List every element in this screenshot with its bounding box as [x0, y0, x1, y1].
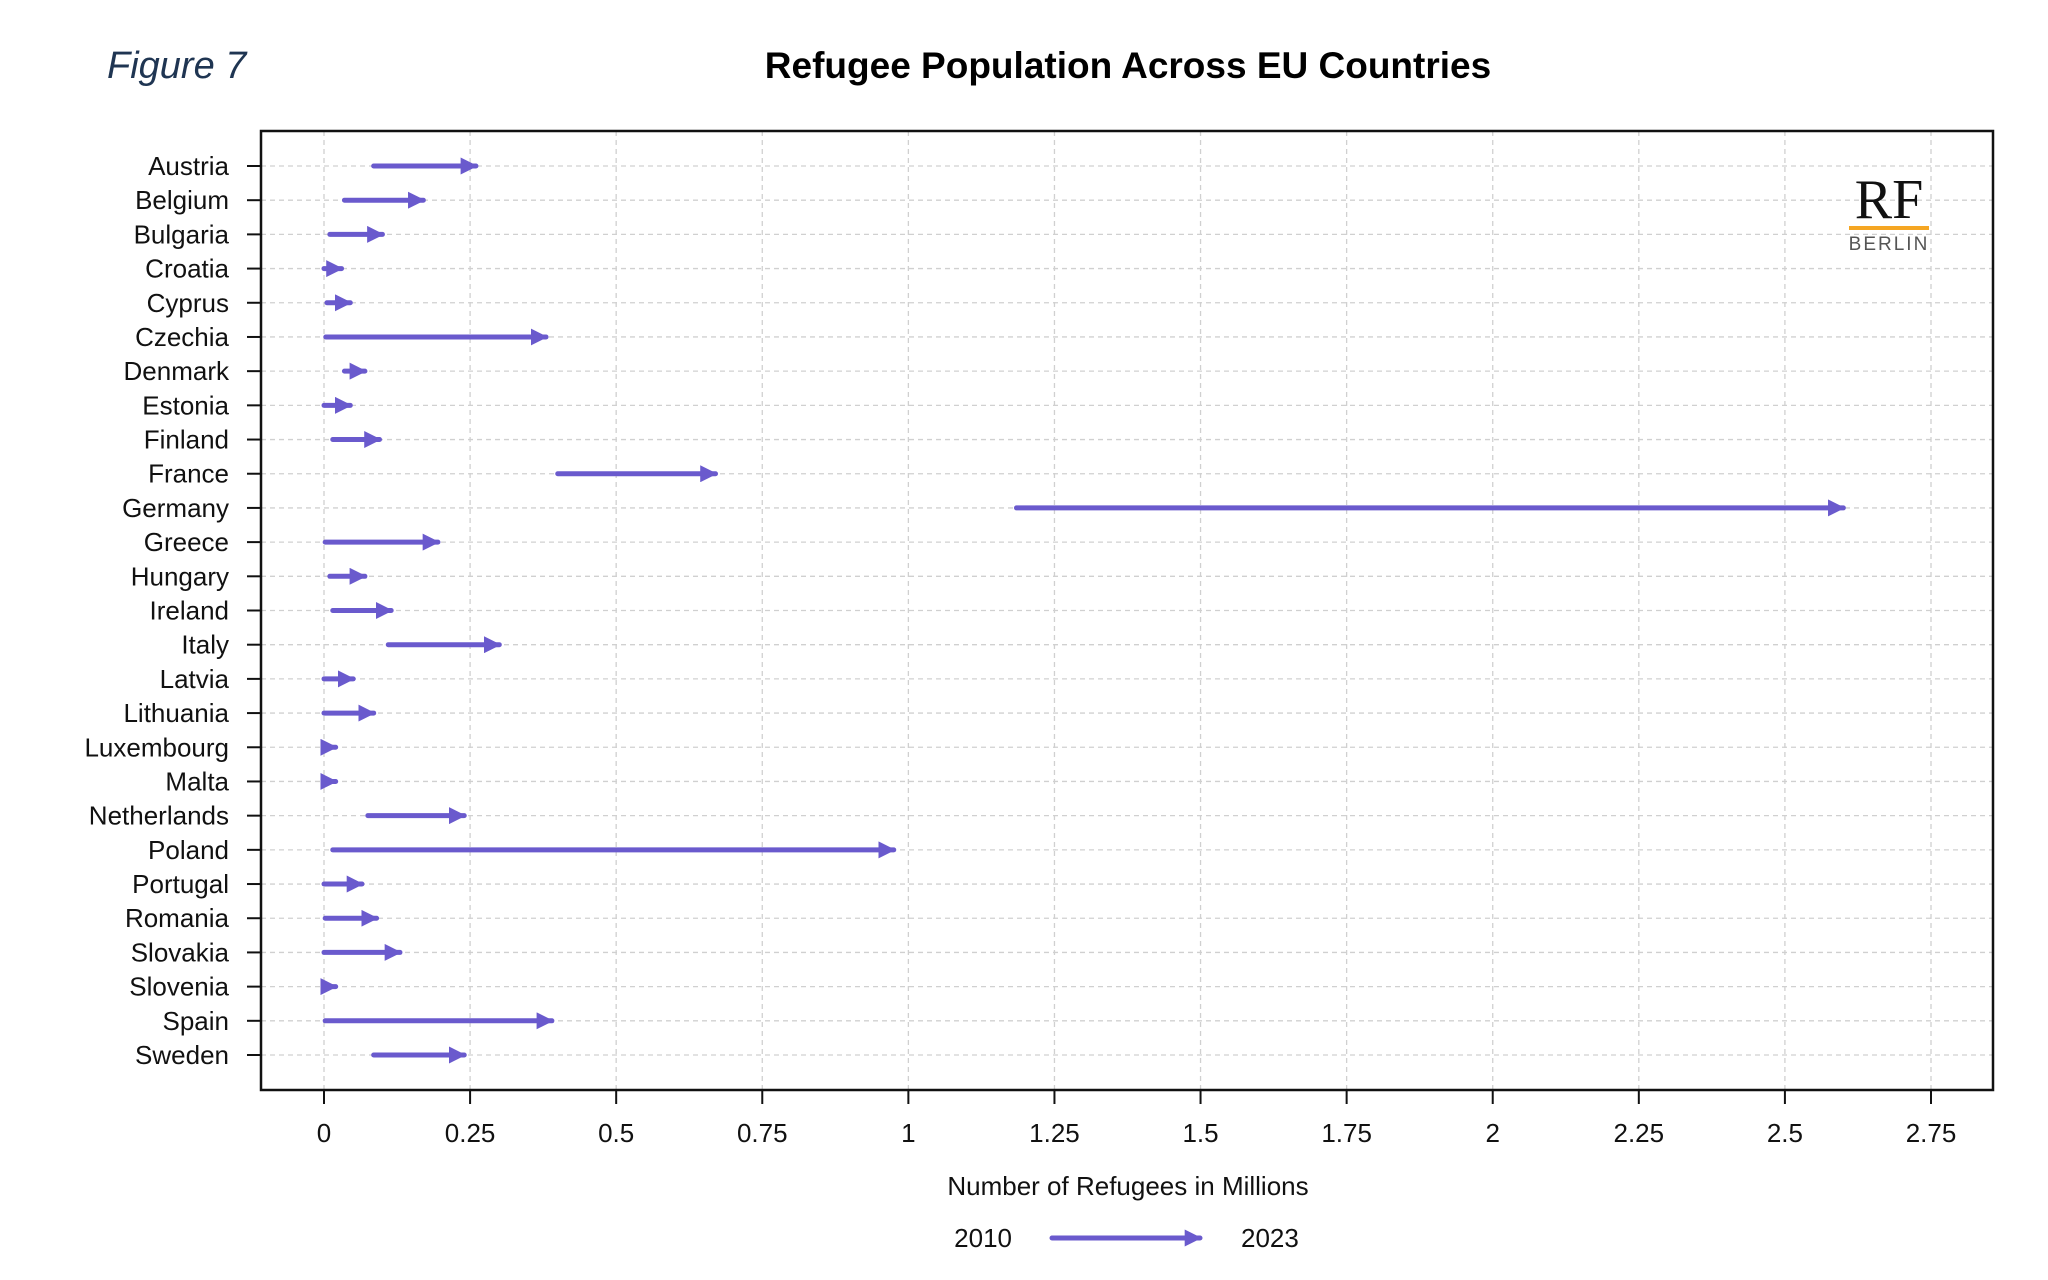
x-tick-label: 2: [1485, 1118, 1499, 1148]
logo-subtext: BERLIN: [1849, 234, 1930, 255]
category-label: Italy: [181, 630, 229, 660]
category-label: Latvia: [160, 664, 230, 694]
y-axis: Austria Belgium Bulgaria Croatia Cyprus Czech…: [84, 151, 261, 1070]
category-label: Sweden: [135, 1040, 229, 1070]
category-label: Bulgaria: [134, 219, 230, 249]
x-tick-label: 1.25: [1029, 1118, 1080, 1148]
category-label: Croatia: [145, 254, 229, 284]
category-label: Denmark: [124, 356, 230, 386]
logo: RF BERLIN: [1849, 169, 1930, 255]
legend-start-label: 2010: [954, 1223, 1012, 1253]
category-label: Ireland: [150, 596, 230, 626]
x-tick-label: 2.25: [1614, 1118, 1665, 1148]
category-label: Malta: [165, 766, 229, 796]
category-label: Poland: [148, 835, 229, 865]
logo-text: RF: [1855, 169, 1924, 231]
x-tick-label: 0.25: [445, 1118, 496, 1148]
legend-end-label: 2023: [1241, 1223, 1299, 1253]
x-tick-label: 2.5: [1767, 1118, 1803, 1148]
x-tick-label: 1.5: [1182, 1118, 1218, 1148]
category-label: Estonia: [142, 390, 229, 420]
category-label: Slovakia: [131, 937, 230, 967]
category-label: Belgium: [135, 185, 229, 215]
category-label: Finland: [144, 425, 229, 455]
figure-label: Figure 7: [107, 45, 248, 87]
x-tick-label: 0.75: [737, 1118, 788, 1148]
category-label: Netherlands: [89, 801, 229, 831]
category-label: Austria: [148, 151, 229, 181]
x-axis-title: Number of Refugees in Millions: [947, 1171, 1308, 1201]
category-label: Czechia: [135, 322, 229, 352]
category-label: France: [148, 459, 229, 489]
x-tick-label: 1.75: [1321, 1118, 1372, 1148]
category-label: Cyprus: [147, 288, 229, 318]
chart-title: Refugee Population Across EU Countries: [765, 45, 1491, 86]
category-label: Germany: [122, 493, 229, 523]
category-label: Spain: [163, 1006, 230, 1036]
x-axis: 0 0.25 0.5 0.75 1 1.25 1.5 1.75 2 2.25 2.5 2.75: [317, 1090, 1957, 1148]
legend: 2010 2023: [954, 1223, 1299, 1253]
arrows: [320, 157, 1846, 1064]
category-label: Luxembourg: [84, 732, 229, 762]
x-tick-label: 1: [901, 1118, 915, 1148]
category-label: Portugal: [132, 869, 229, 899]
logo-accent-line: [1849, 226, 1929, 230]
grid: [261, 131, 1993, 1090]
x-tick-label: 0: [317, 1118, 331, 1148]
category-label: Romania: [125, 903, 230, 933]
category-label: Slovenia: [129, 972, 229, 1002]
x-tick-label: 2.75: [1906, 1118, 1957, 1148]
x-tick-label: 0.5: [598, 1118, 634, 1148]
category-label: Greece: [144, 527, 229, 557]
category-label: Lithuania: [123, 698, 229, 728]
category-label: Hungary: [131, 561, 229, 591]
